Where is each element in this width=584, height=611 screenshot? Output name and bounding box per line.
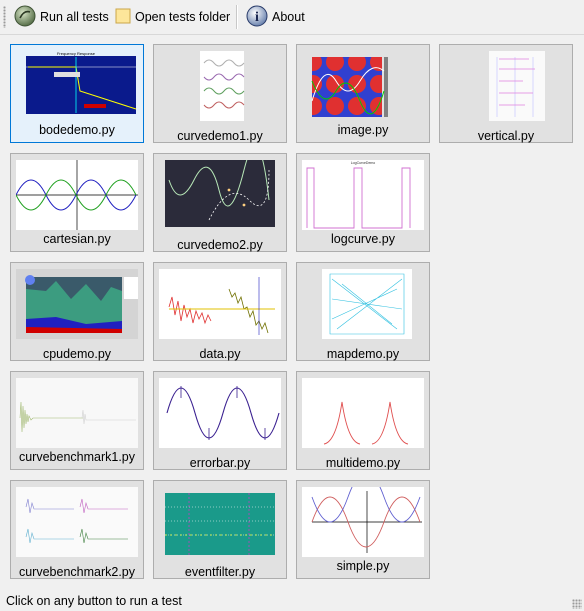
test-label: data.py — [199, 347, 241, 361]
test-button-image[interactable]: image.py — [296, 44, 430, 143]
test-button-curvebenchmark2[interactable]: curvebenchmark2.py — [10, 480, 144, 579]
test-label: simple.py — [336, 559, 390, 573]
run-all-tests-button[interactable]: Run all tests — [14, 4, 109, 30]
svg-text:i: i — [255, 10, 259, 25]
curve-plot-thumbnail — [159, 160, 281, 230]
test-label: vertical.py — [477, 129, 535, 143]
errorbar-plot-thumbnail — [159, 378, 281, 448]
multi-plot-thumbnail — [302, 378, 424, 448]
log-curve-thumbnail: LogCurveDemo — [302, 160, 424, 230]
vertical-plot-thumbnail — [445, 51, 567, 121]
run-all-tests-label: Run all tests — [40, 10, 109, 24]
event-filter-thumbnail — [159, 487, 281, 557]
test-button-curvedemo2[interactable]: curvedemo2.py — [153, 153, 287, 252]
test-button-multidemo[interactable]: multidemo.py — [296, 371, 430, 470]
test-button-bodedemo[interactable]: Frequency Response bodedemo.py — [10, 44, 144, 143]
toolbar-grip[interactable] — [3, 6, 6, 28]
benchmark-thumbnail — [16, 378, 138, 448]
toolbar: Run all tests Open tests folder i About — [0, 0, 584, 35]
svg-text:Frequency Response: Frequency Response — [57, 51, 96, 56]
open-tests-folder-button[interactable]: Open tests folder — [115, 4, 230, 30]
about-label: About — [272, 10, 305, 24]
test-label: image.py — [337, 123, 389, 137]
test-button-curvedemo1[interactable]: curvedemo1.py — [153, 44, 287, 143]
test-button-cartesian[interactable]: cartesian.py — [10, 153, 144, 252]
test-button-vertical[interactable]: vertical.py — [439, 44, 573, 143]
test-button-simple[interactable]: simple.py — [296, 480, 430, 579]
bode-plot-thumbnail: Frequency Response — [16, 51, 138, 121]
cartesian-plot-thumbnail — [16, 160, 138, 230]
test-label: errorbar.py — [189, 456, 251, 470]
simple-plot-thumbnail — [302, 487, 424, 557]
test-button-logcurve[interactable]: LogCurveDemo logcurve.py — [296, 153, 430, 252]
map-plot-thumbnail — [302, 269, 424, 339]
test-grid: Frequency Response bodedemo.py curvedemo… — [0, 36, 584, 586]
test-button-data[interactable]: data.py — [153, 262, 287, 361]
test-label: curvebenchmark1.py — [18, 450, 136, 464]
open-tests-folder-label: Open tests folder — [135, 10, 231, 24]
test-label: eventfilter.py — [184, 565, 256, 579]
info-icon: i — [246, 5, 268, 30]
test-button-cpudemo[interactable]: cpudemo.py — [10, 262, 144, 361]
test-label: curvedemo2.py — [177, 238, 263, 252]
image-plot-thumbnail — [302, 51, 424, 121]
test-label: logcurve.py — [331, 232, 395, 246]
test-label: cpudemo.py — [42, 347, 112, 361]
cpu-plot-thumbnail — [16, 269, 138, 339]
test-label: curvedemo1.py — [177, 129, 263, 143]
test-label: cartesian.py — [43, 232, 111, 246]
test-label: mapdemo.py — [326, 347, 400, 361]
test-button-mapdemo[interactable]: mapdemo.py — [296, 262, 430, 361]
test-button-errorbar[interactable]: errorbar.py — [153, 371, 287, 470]
toolbar-separator — [236, 5, 238, 29]
test-button-curvebenchmark1[interactable]: curvebenchmark1.py — [10, 371, 144, 470]
benchmark-thumbnail — [16, 487, 138, 557]
folder-icon — [115, 7, 131, 28]
test-label: curvebenchmark2.py — [18, 565, 136, 579]
status-bar-text: Click on any button to run a test — [6, 594, 182, 608]
test-button-eventfilter[interactable]: eventfilter.py — [153, 480, 287, 579]
data-plot-thumbnail — [159, 269, 281, 339]
size-grip[interactable] — [572, 599, 582, 609]
svg-text:LogCurveDemo: LogCurveDemo — [351, 161, 376, 165]
run-icon — [14, 5, 36, 30]
about-button[interactable]: i About — [246, 4, 305, 30]
test-label: bodedemo.py — [39, 123, 115, 137]
curve-plot-thumbnail — [159, 51, 281, 121]
test-label: multidemo.py — [325, 456, 401, 470]
